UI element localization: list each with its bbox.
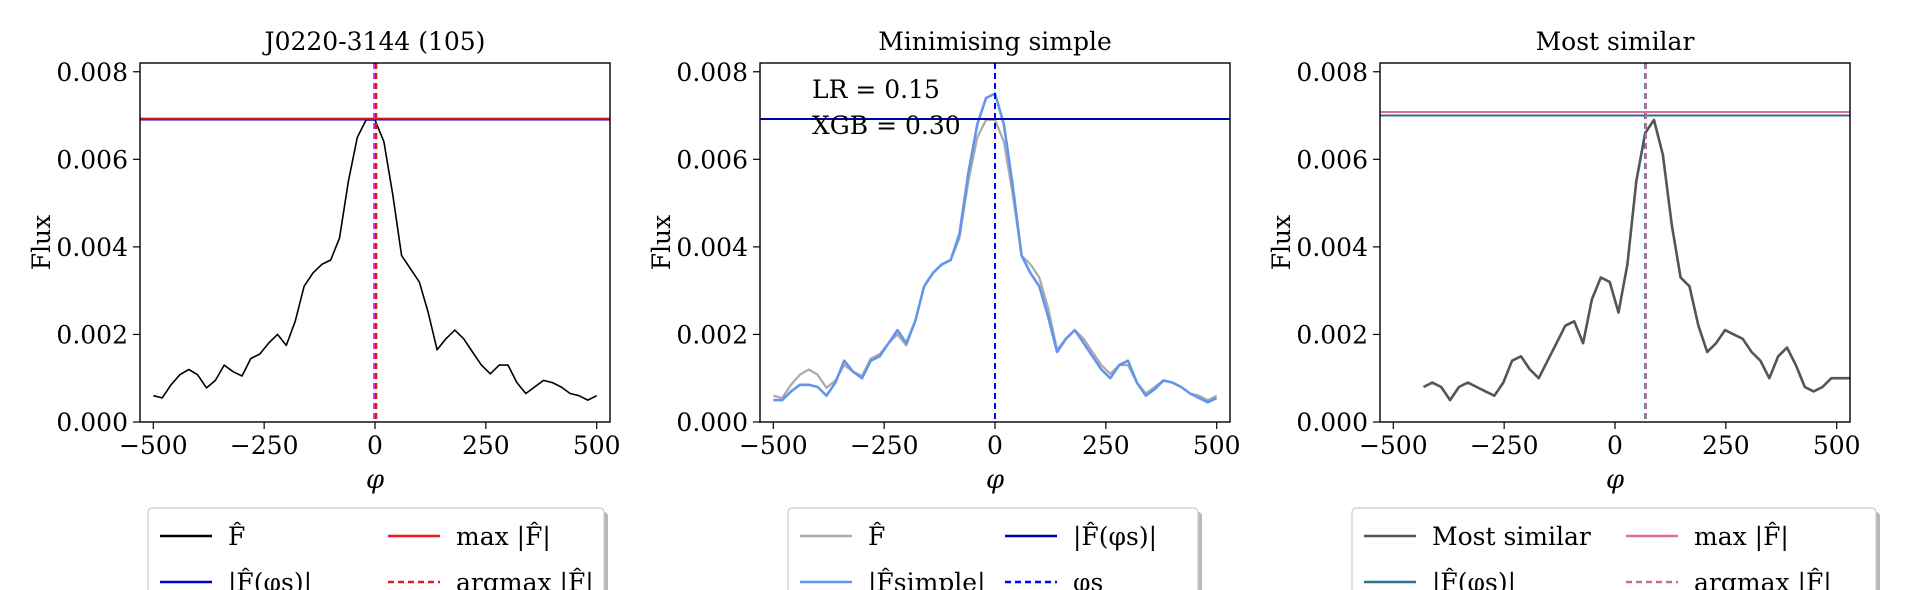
x-tick-label: 0	[987, 431, 1003, 460]
legend: Most similar max |F̂| |F̂(φs)| argmax |F̂|	[1351, 507, 1880, 590]
x-tick-label: −250	[230, 431, 299, 460]
y-tick-label: 0.008	[56, 58, 128, 87]
y-tick-label: 0.006	[676, 145, 748, 174]
x-tick-label: −250	[850, 431, 919, 460]
y-axis-label: Flux	[1267, 215, 1296, 271]
annotation-text: XGB = 0.30	[812, 111, 961, 140]
x-tick-label: 0	[1607, 431, 1623, 460]
legend: F̂ max |F̂| |F̂(φs)| argmax |F̂|	[147, 507, 608, 590]
axes-frame	[1379, 62, 1851, 423]
y-tick-label: 0.006	[1296, 145, 1368, 174]
x-axis-label: φ	[366, 465, 385, 495]
panel-right: −500 −250 0 250 500 0.000 0.002 0.004 0.006 0.008…	[1267, 27, 1880, 590]
legend-label: F̂	[868, 522, 885, 551]
legend-label: F̂	[228, 522, 245, 551]
legend-label: |F̂(φs)|	[228, 568, 312, 590]
chart-title: Most similar	[1536, 27, 1695, 56]
x-tick-label: 500	[1813, 431, 1861, 460]
y-tick-label: 0.002	[1296, 320, 1368, 349]
x-tick-label: 0	[367, 431, 383, 460]
legend-box	[147, 507, 605, 590]
legend-box	[1351, 507, 1877, 590]
legend-label: φs	[1073, 568, 1103, 590]
x-tick-label: 250	[462, 431, 510, 460]
x-axis-label: φ	[986, 465, 1005, 495]
legend-box	[787, 507, 1199, 590]
y-tick-label: 0.000	[676, 408, 748, 437]
y-axis-label: Flux	[27, 215, 56, 271]
legend-label: argmax |F̂|	[1694, 568, 1832, 590]
legend-label: max |F̂|	[1694, 522, 1789, 552]
legend-label: max |F̂|	[456, 522, 551, 552]
x-tick-label: 500	[573, 431, 621, 460]
x-tick-label: 250	[1082, 431, 1130, 460]
panel-middle: −500 −250 0 250 500 0.000 0.002 0.004 0.006 0.008…	[647, 27, 1241, 590]
y-tick-label: 0.002	[676, 320, 748, 349]
y-tick-label: 0.000	[1296, 408, 1368, 437]
annotation-text: LR = 0.15	[812, 75, 940, 104]
x-tick-label: −500	[1359, 431, 1428, 460]
y-tick-label: 0.006	[56, 145, 128, 174]
y-tick-label: 0.008	[676, 58, 748, 87]
y-tick-label: 0.004	[1296, 233, 1368, 262]
legend-label: Most similar	[1432, 522, 1591, 551]
x-axis-label: φ	[1606, 465, 1625, 495]
legend-label: |F̂simple|	[868, 568, 986, 590]
y-axis-label: Flux	[647, 215, 676, 271]
plot-area	[760, 63, 1230, 422]
legend-label: |F̂(φs)|	[1073, 522, 1157, 552]
y-tick-label: 0.008	[1296, 58, 1368, 87]
legend-label: |F̂(φs)|	[1432, 568, 1516, 590]
y-tick-label: 0.000	[56, 408, 128, 437]
y-tick-label: 0.004	[676, 233, 748, 262]
x-tick-label: −500	[119, 431, 188, 460]
x-tick-label: 250	[1702, 431, 1750, 460]
x-tick-label: −250	[1470, 431, 1539, 460]
plot-area	[140, 63, 610, 422]
x-tick-label: 500	[1193, 431, 1241, 460]
x-tick-label: −500	[739, 431, 808, 460]
legend-label: argmax |F̂|	[456, 568, 594, 590]
plot-area	[1380, 63, 1850, 422]
y-tick-label: 0.002	[56, 320, 128, 349]
y-tick-label: 0.004	[56, 233, 128, 262]
legend: F̂ |F̂(φs)| |F̂simple| φs	[787, 507, 1202, 590]
panel-left: −500 −250 0 250 500 0.000 0.002 0.004 0.006 0.008…	[27, 27, 621, 590]
chart-title: Minimising simple	[878, 27, 1112, 56]
chart-title: J0220-3144 (105)	[262, 27, 486, 56]
